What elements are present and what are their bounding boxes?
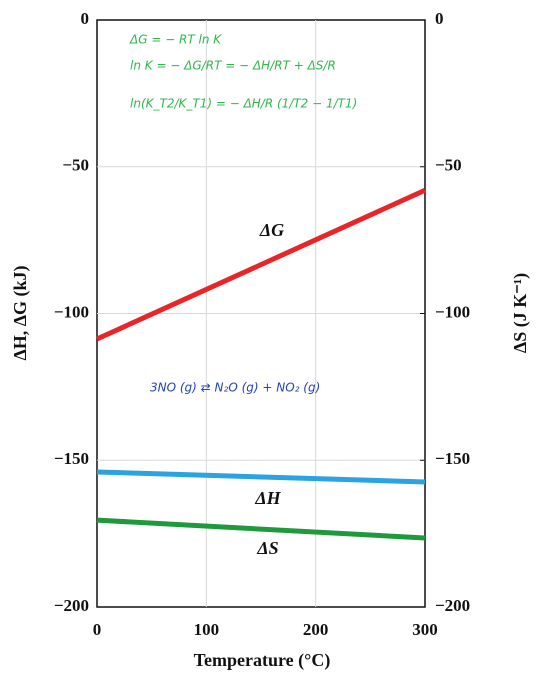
y2-tick-label: −200: [435, 596, 470, 615]
y-axis-label: ΔH, ΔG (kJ): [10, 265, 31, 360]
series-line: [96, 517, 426, 541]
x-axis-label: Temperature (°C): [194, 650, 331, 671]
y2-tick-label: −50: [435, 156, 462, 175]
x-tick-label: 200: [303, 620, 329, 639]
annotation: 3NO (g) ⇄ N₂O (g) + NO₂ (g): [150, 381, 320, 395]
y-tick-label: −150: [54, 449, 89, 468]
y2-axis-label: ΔS (J K⁻¹): [510, 273, 531, 353]
x-tick-label: 300: [412, 620, 438, 639]
y2-tick-label: −150: [435, 449, 470, 468]
annotation: ln(K_T2/K_T1) = − ΔH/R (1/T2 − 1/T1): [130, 97, 357, 111]
y2-tick-label: 0: [435, 9, 444, 28]
x-tick-label: 100: [194, 620, 220, 639]
annotation: ΔG = − RT ln K: [129, 33, 222, 47]
x-tick-label: 0: [93, 620, 102, 639]
y-tick-label: 0: [81, 9, 90, 28]
series-label: ΔG: [259, 220, 284, 240]
y-tick-label: −100: [54, 302, 89, 321]
series-line: [95, 187, 427, 342]
annotation: ln K = − ΔG/RT = − ΔH/RT + ΔS/R: [130, 59, 336, 73]
y2-tick-label: −100: [435, 302, 470, 321]
series-line: [96, 469, 426, 485]
series-label: ΔS: [256, 538, 278, 558]
y-tick-label: −200: [54, 596, 89, 615]
y-tick-label: −50: [62, 156, 89, 175]
series-label: ΔH: [254, 488, 281, 508]
